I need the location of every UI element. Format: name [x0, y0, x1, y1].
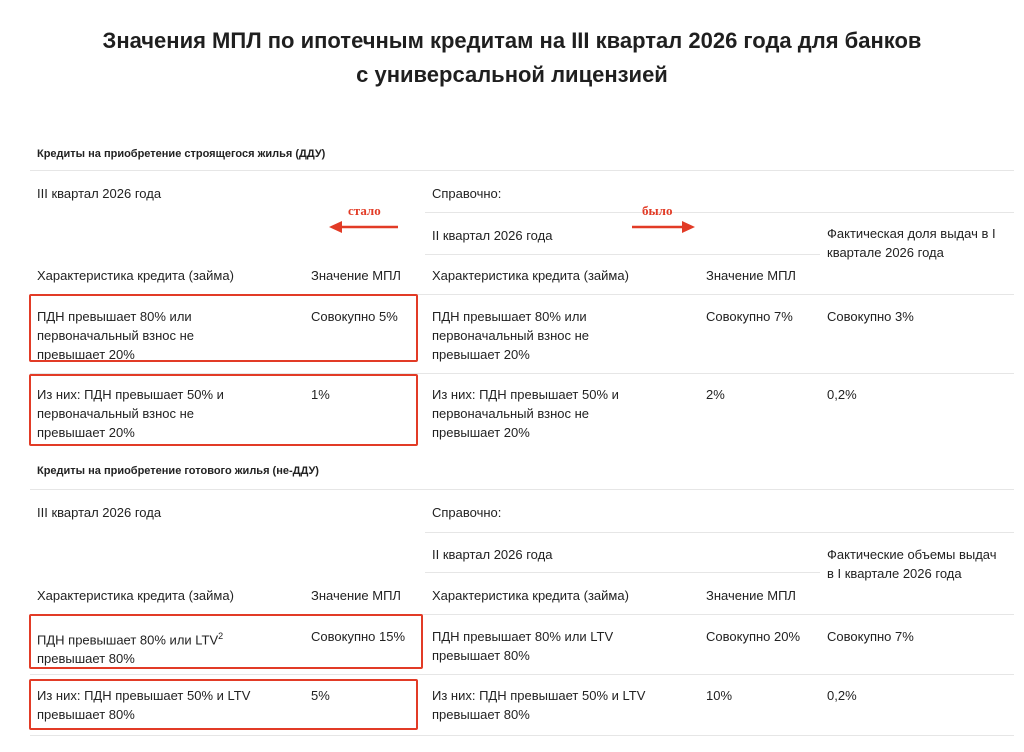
col-value: Значение МПЛ: [311, 588, 401, 603]
was-annotation: было: [642, 203, 673, 218]
actual-share-header: Фактическая доля выдач в I квартале 2026…: [827, 226, 996, 260]
row-value-actual: Совокупно 3%: [827, 309, 914, 324]
divider: [425, 212, 1014, 213]
divider: [425, 532, 1014, 533]
divider: [425, 254, 820, 255]
col-value: Значение МПЛ: [706, 268, 796, 283]
row-characteristic: ПДН превышает 80% или первоначальный взн…: [432, 309, 590, 362]
page-title: Значения МПЛ по ипотечным кредитам на II…: [0, 24, 1024, 92]
row-value-previous: Совокупно 7%: [706, 309, 793, 324]
row-characteristic: ПДН превышает 80% или первоначальный взн…: [37, 309, 195, 362]
divider: [30, 489, 1014, 490]
row-value-actual: Совокупно 7%: [827, 629, 914, 644]
footnote-marker: 2: [218, 631, 224, 641]
title-line-2: с универсальной лицензией: [356, 62, 668, 87]
actual-volume-header: Фактические объемы выдач в I квартале 20…: [827, 547, 997, 581]
row-characteristic: ПДН превышает 80% или LTV2 превышает 80%: [37, 627, 267, 668]
col-characteristic: Характеристика кредита (займа): [432, 268, 629, 283]
arrow-left-icon: [329, 221, 398, 233]
divider: [425, 572, 820, 573]
row-characteristic: ПДН превышает 80% или LTV превышает 80%: [432, 629, 614, 663]
reference-label: Справочно:: [432, 505, 502, 520]
row-value-previous: 10%: [706, 688, 733, 703]
divider: [30, 614, 1014, 615]
row-characteristic: Из них: ПДН превышает 50% и первоначальн…: [37, 387, 224, 440]
period-current: III квартал 2026 года: [37, 505, 162, 520]
divider: [30, 170, 1014, 171]
row-value-current: 5%: [311, 688, 330, 703]
row-characteristic: Из них: ПДН превышает 50% и первоначальн…: [432, 387, 619, 440]
row-value-actual: 0,2%: [827, 688, 857, 703]
section-heading-ddu: Кредиты на приобретение строящегося жиль…: [37, 148, 326, 160]
period-previous: II квартал 2026 года: [432, 547, 553, 562]
title-line-1: Значения МПЛ по ипотечным кредитам на II…: [102, 28, 922, 53]
highlight-box: [29, 679, 418, 730]
row-value-previous: Совокупно 20%: [706, 629, 801, 644]
divider: [30, 373, 1014, 374]
row-characteristic-part-2: превышает 80%: [37, 651, 135, 667]
row-value-current: 1%: [311, 387, 330, 402]
highlight-box: [29, 294, 418, 362]
highlight-box: [29, 374, 418, 446]
arrow-right-icon: [632, 221, 695, 233]
row-value-actual: 0,2%: [827, 387, 857, 402]
divider: [30, 735, 1014, 736]
row-characteristic: Из них: ПДН превышает 50% и LTV превышае…: [432, 688, 646, 722]
divider: [30, 674, 1014, 675]
col-value: Значение МПЛ: [311, 268, 401, 283]
row-value-current: Совокупно 15%: [311, 629, 406, 644]
col-characteristic: Характеристика кредита (займа): [432, 588, 629, 603]
section-heading-non-ddu: Кредиты на приобретение готового жилья (…: [37, 465, 319, 477]
col-characteristic: Характеристика кредита (займа): [37, 588, 234, 603]
period-previous: II квартал 2026 года: [432, 228, 553, 243]
col-value: Значение МПЛ: [706, 588, 796, 603]
became-annotation: стало: [348, 203, 381, 218]
row-value-previous: 2%: [706, 387, 725, 402]
reference-label: Справочно:: [432, 186, 502, 201]
row-characteristic-part-1: ПДН превышает 80% или LTV: [37, 632, 219, 648]
period-current: III квартал 2026 года: [37, 186, 162, 201]
row-characteristic: Из них: ПДН превышает 50% и LTV превышае…: [37, 688, 251, 722]
col-characteristic: Характеристика кредита (займа): [37, 268, 234, 283]
highlight-box: [29, 614, 423, 669]
row-value-current: Совокупно 5%: [311, 309, 398, 324]
divider: [30, 294, 1014, 295]
